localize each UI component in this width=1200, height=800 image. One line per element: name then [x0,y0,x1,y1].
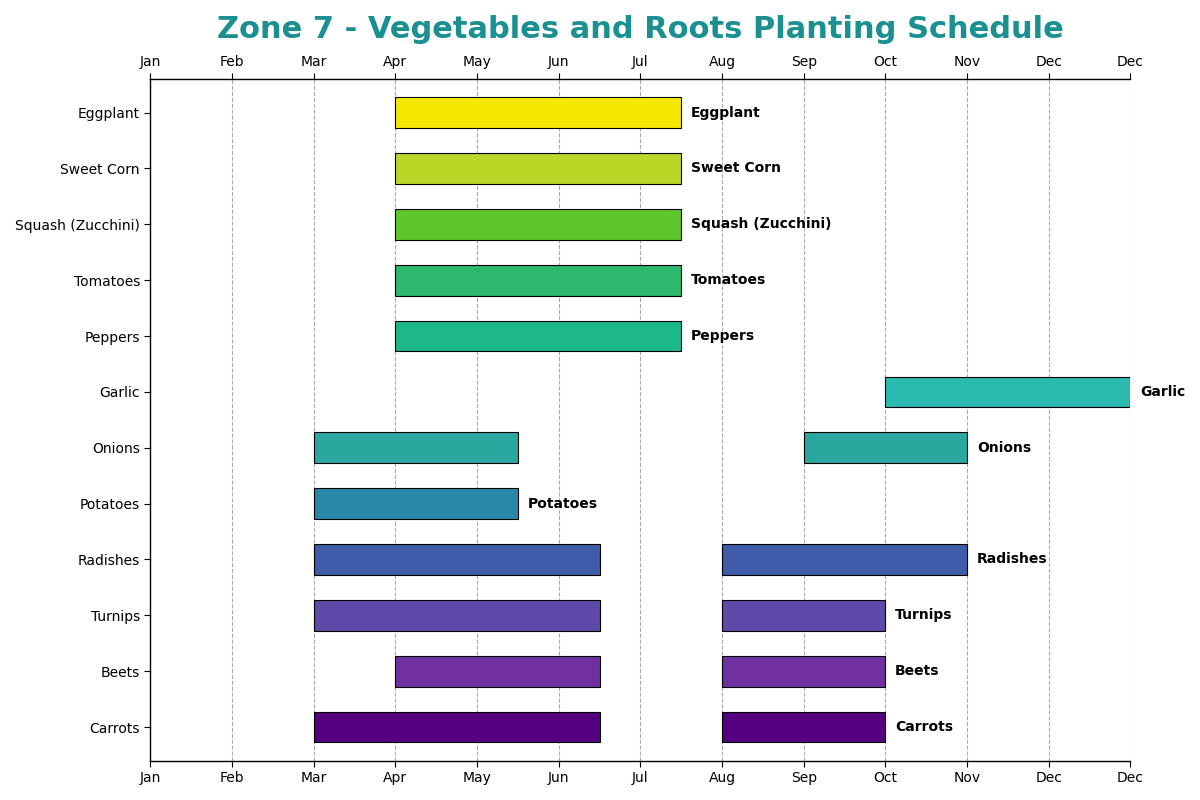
Bar [395,209,682,240]
Text: Sweet Corn: Sweet Corn [691,162,781,175]
Text: Eggplant: Eggplant [691,106,761,119]
Bar [395,321,682,351]
Bar [313,433,518,463]
Bar [395,98,682,128]
Text: Squash (Zucchini): Squash (Zucchini) [691,218,832,231]
Text: Beets: Beets [895,664,940,678]
Bar [395,153,682,184]
Title: Zone 7 - Vegetables and Roots Planting Schedule: Zone 7 - Vegetables and Roots Planting S… [217,15,1063,44]
Bar [313,544,600,575]
Bar [722,656,886,686]
Text: Onions: Onions [977,441,1031,454]
Text: Radishes: Radishes [977,553,1048,566]
Bar [313,712,600,742]
Bar [395,265,682,295]
Bar [722,544,967,575]
Bar [886,377,1130,407]
Bar [313,488,518,519]
Text: Turnips: Turnips [895,608,953,622]
Text: Tomatoes: Tomatoes [691,273,767,287]
Bar [722,600,886,630]
Bar [395,656,600,686]
Text: Potatoes: Potatoes [528,497,598,510]
Bar [722,712,886,742]
Text: Garlic: Garlic [1140,385,1186,399]
Text: Peppers: Peppers [691,329,755,343]
Text: Carrots: Carrots [895,720,953,734]
Bar [313,600,600,630]
Bar [804,433,967,463]
